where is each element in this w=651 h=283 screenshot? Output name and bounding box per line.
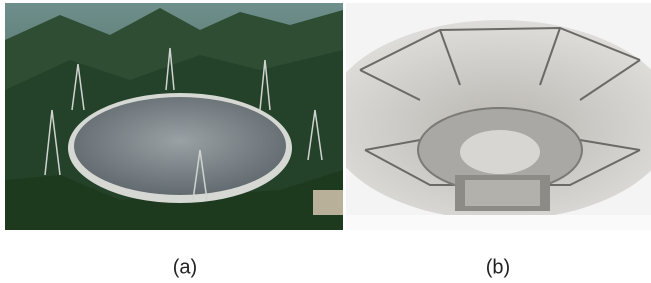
photo-a (5, 3, 343, 230)
figure: (a) (b) (0, 0, 651, 283)
page: (a) (b) (() => { const data = JSON.parse… (0, 0, 651, 283)
caption: (b) (486, 256, 510, 278)
photo-b (325, 3, 651, 230)
caption: (a) (173, 256, 197, 278)
